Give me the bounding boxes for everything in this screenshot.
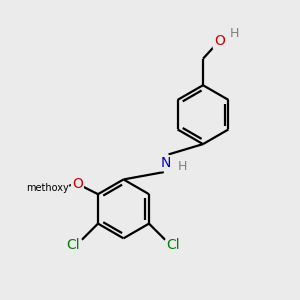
- Text: H: H: [230, 27, 239, 40]
- Text: Cl: Cl: [67, 238, 80, 252]
- Text: O: O: [214, 34, 225, 48]
- Text: methoxy: methoxy: [26, 183, 68, 193]
- Text: O: O: [72, 177, 83, 191]
- Text: Cl: Cl: [167, 238, 180, 252]
- Text: H: H: [178, 160, 187, 173]
- Text: N: N: [161, 156, 171, 170]
